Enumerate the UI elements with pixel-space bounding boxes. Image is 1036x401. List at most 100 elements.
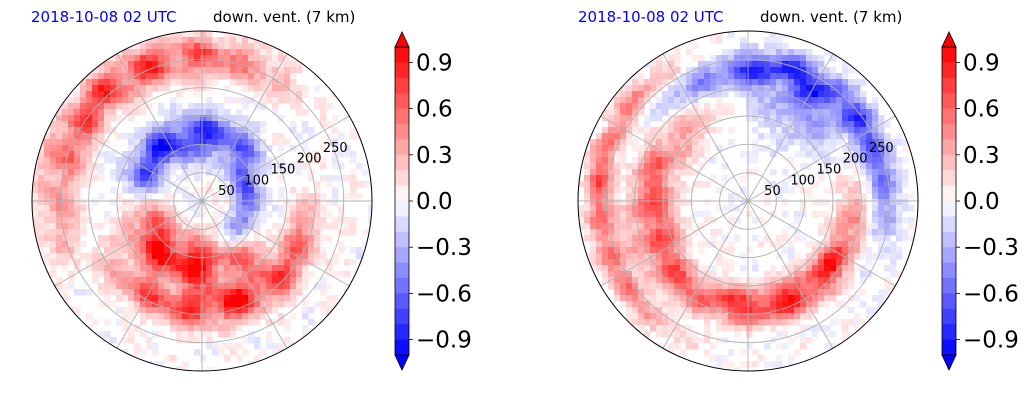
heatmap-cell xyxy=(800,289,807,296)
heatmap-cell xyxy=(38,235,45,242)
heatmap-cell xyxy=(218,169,225,176)
heatmap-cell xyxy=(74,97,81,104)
heatmap-cell xyxy=(248,295,255,302)
heatmap-cell xyxy=(176,175,183,182)
heatmap-cell xyxy=(752,325,759,332)
heatmap-cell xyxy=(260,85,267,92)
heatmap-cell xyxy=(842,199,849,206)
heatmap-cell xyxy=(596,133,603,140)
heatmap-cell xyxy=(644,265,651,272)
heatmap-cell xyxy=(722,247,729,254)
heatmap-cell xyxy=(794,217,801,224)
heatmap-cell xyxy=(662,181,669,188)
heatmap-cell xyxy=(116,169,123,176)
heatmap-cell xyxy=(86,289,93,296)
heatmap-cell xyxy=(338,211,345,218)
heatmap-cell xyxy=(824,151,831,158)
heatmap-cell xyxy=(866,313,873,320)
heatmap-cell xyxy=(866,145,873,152)
heatmap-cell xyxy=(182,325,189,332)
heatmap-cell xyxy=(854,91,861,98)
heatmap-cell xyxy=(146,139,153,146)
heatmap-cell xyxy=(830,67,837,74)
heatmap-cell xyxy=(782,211,789,218)
heatmap-cell xyxy=(620,127,627,134)
heatmap-cell xyxy=(626,229,633,236)
heatmap-cell xyxy=(764,91,771,98)
heatmap-cell xyxy=(656,103,663,110)
heatmap-cell xyxy=(698,271,705,278)
heatmap-cell xyxy=(740,55,747,62)
heatmap-cell xyxy=(152,235,159,242)
heatmap-cell xyxy=(236,343,243,350)
heatmap-cell xyxy=(728,61,735,68)
heatmap-cell xyxy=(734,307,741,314)
heatmap-cell xyxy=(848,319,855,326)
heatmap-cell xyxy=(644,217,651,224)
heatmap-cell xyxy=(614,151,621,158)
heatmap-cell xyxy=(176,235,183,242)
heatmap-cell xyxy=(842,145,849,152)
colorbar-tick-label: 0.3 xyxy=(416,143,453,169)
heatmap-cell xyxy=(812,55,819,62)
heatmap-cell xyxy=(842,331,849,338)
heatmap-cell xyxy=(728,325,735,332)
heatmap-cell xyxy=(224,49,231,56)
heatmap-cell xyxy=(98,163,105,170)
heatmap-cell xyxy=(206,49,213,56)
heatmap-cell xyxy=(596,151,603,158)
heatmap-cell xyxy=(842,217,849,224)
heatmap-cell xyxy=(812,133,819,140)
heatmap-cell xyxy=(320,247,327,254)
heatmap-cell xyxy=(146,43,153,50)
heatmap-cell xyxy=(314,229,321,236)
heatmap-cell xyxy=(602,187,609,194)
heatmap-cell xyxy=(248,163,255,170)
heatmap-cell xyxy=(236,319,243,326)
heatmap-cell xyxy=(122,109,129,116)
heatmap-cell xyxy=(236,259,243,266)
heatmap-cell xyxy=(884,283,891,290)
heatmap-cell xyxy=(110,283,117,290)
heatmap-cell xyxy=(338,133,345,140)
radial-tick-label: 250 xyxy=(323,141,348,156)
heatmap-cell xyxy=(182,37,189,44)
heatmap-cell xyxy=(350,187,357,194)
heatmap-cell xyxy=(770,37,777,44)
heatmap-cell xyxy=(602,199,609,206)
heatmap-cell xyxy=(842,115,849,122)
heatmap-cell xyxy=(770,133,777,140)
heatmap-cell xyxy=(698,115,705,122)
heatmap-cell xyxy=(212,241,219,248)
heatmap-cell xyxy=(296,67,303,74)
heatmap-cell xyxy=(728,265,735,272)
heatmap-cell xyxy=(308,199,315,206)
heatmap-cell xyxy=(344,271,351,278)
heatmap-cell xyxy=(206,43,213,50)
heatmap-cell xyxy=(878,145,885,152)
heatmap-cell xyxy=(830,145,837,152)
heatmap-cell xyxy=(836,205,843,212)
heatmap-cell xyxy=(770,61,777,68)
heatmap-cell xyxy=(110,265,117,272)
heatmap-cell xyxy=(134,145,141,152)
heatmap-cell xyxy=(230,97,237,104)
heatmap-cell xyxy=(182,49,189,56)
heatmap-cell xyxy=(638,175,645,182)
heatmap-cell xyxy=(836,157,843,164)
colorbar-level xyxy=(942,293,956,310)
heatmap-cell xyxy=(92,79,99,86)
heatmap-cell xyxy=(764,37,771,44)
heatmap-cell xyxy=(776,253,783,260)
heatmap-cell xyxy=(74,211,81,218)
heatmap-cell xyxy=(116,115,123,122)
heatmap-cell xyxy=(716,145,723,152)
heatmap-cell xyxy=(98,175,105,182)
heatmap-cell xyxy=(212,289,219,296)
heatmap-cell xyxy=(50,175,57,182)
heatmap-cell xyxy=(644,205,651,212)
heatmap-cell xyxy=(680,337,687,344)
heatmap-cell xyxy=(710,277,717,284)
heatmap-cell xyxy=(842,109,849,116)
heatmap-cell xyxy=(698,181,705,188)
